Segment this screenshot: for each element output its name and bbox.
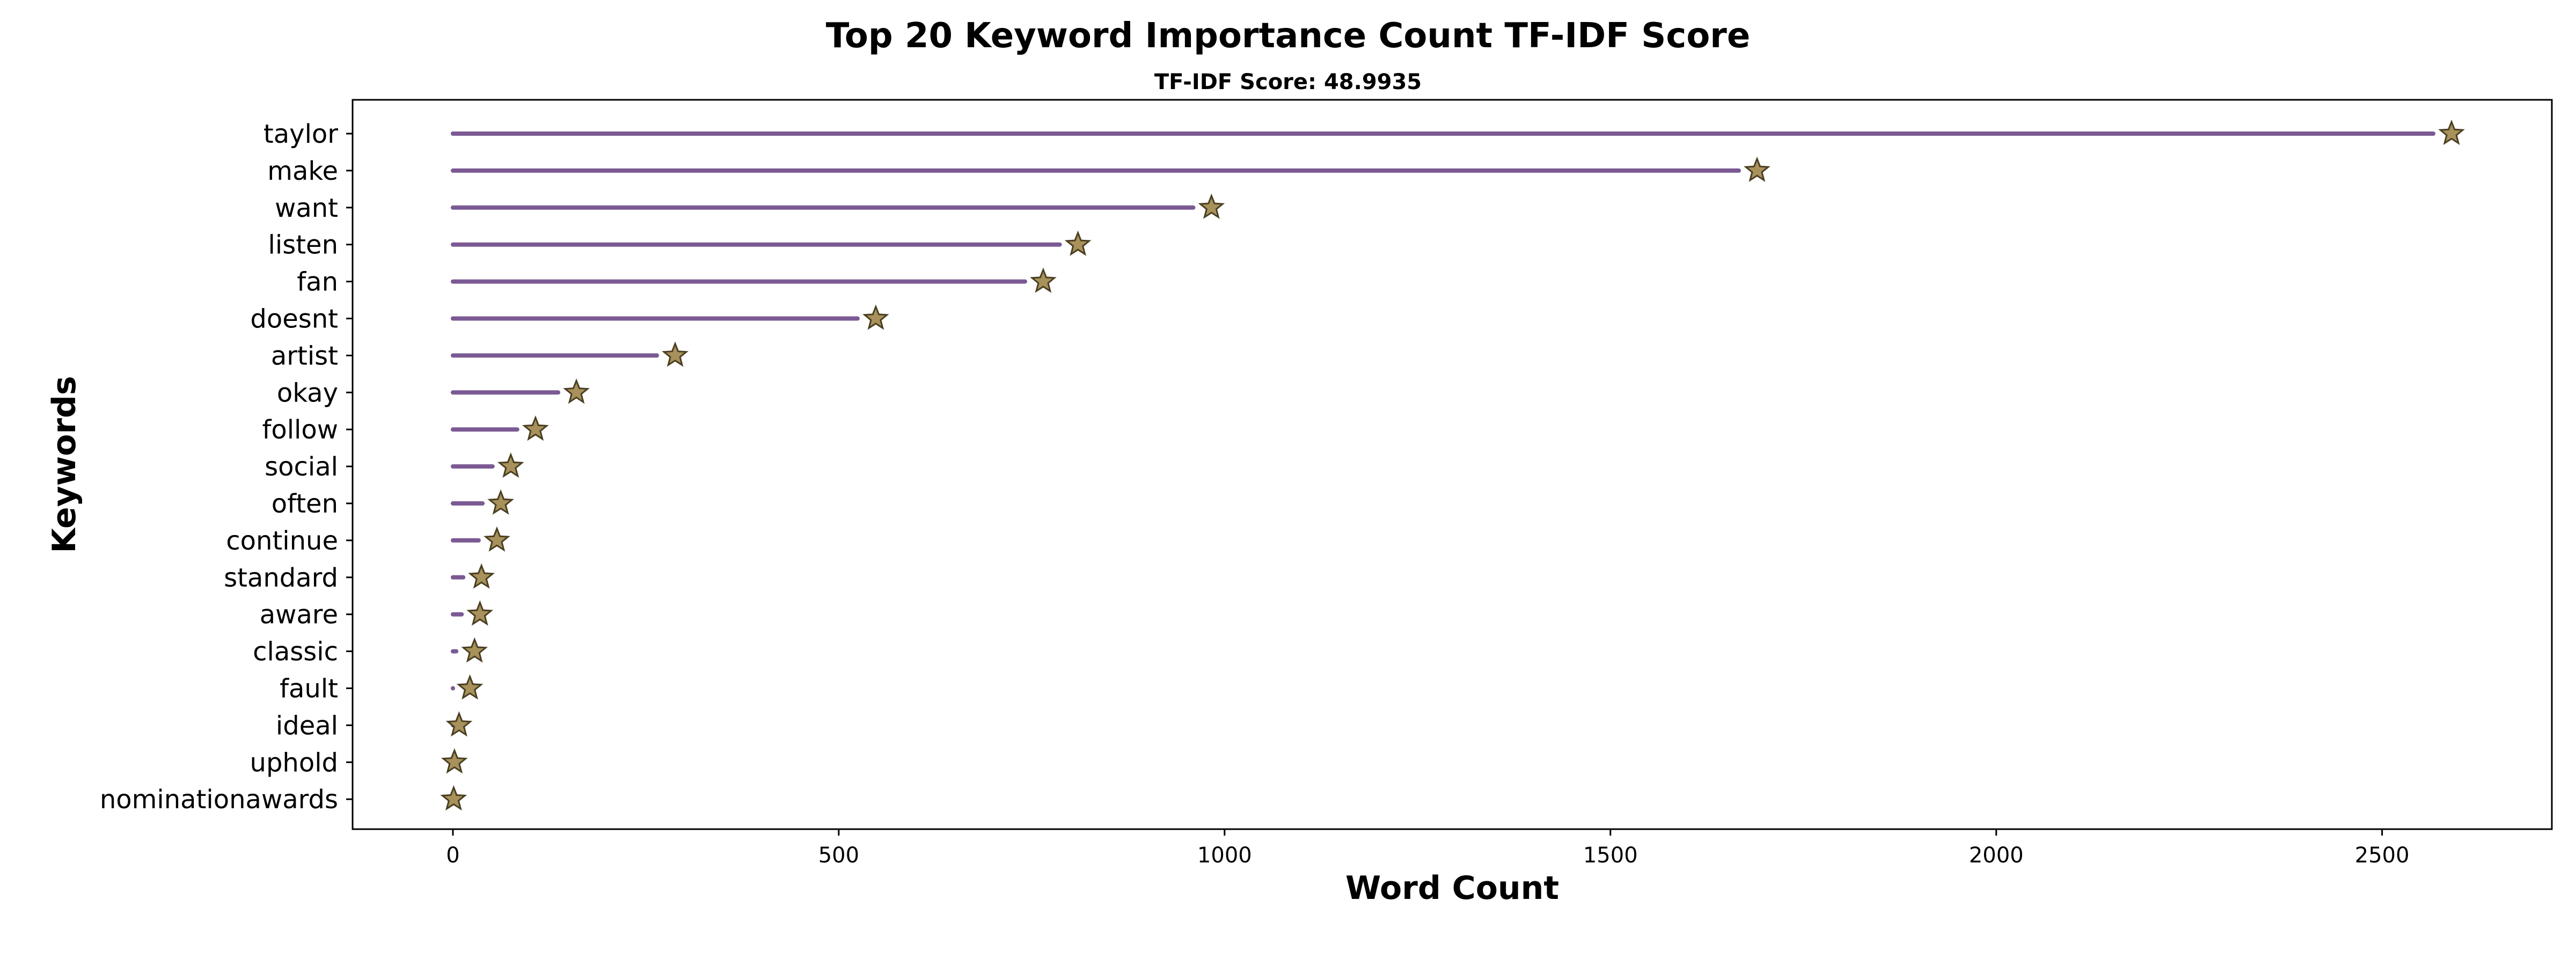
marker-make: [1744, 156, 1770, 182]
marker-fault: [456, 674, 484, 700]
marker-doesnt: [862, 304, 889, 330]
marker-uphold: [441, 748, 468, 774]
x-tick-label-2000: 2000: [1969, 843, 2024, 868]
chart-title: Top 20 Keyword Importance Count TF-IDF S…: [825, 16, 1751, 56]
marker-often: [487, 489, 514, 515]
marker-artist: [662, 341, 689, 367]
marker-classic: [461, 637, 488, 663]
plot-content: [440, 119, 2465, 811]
y-tick-label-often: often: [272, 489, 338, 519]
x-tick-label-2500: 2500: [2355, 843, 2410, 868]
marker-listen: [1064, 230, 1092, 256]
x-tick-label-1000: 1000: [1197, 843, 1252, 868]
y-tick-label-classic: classic: [253, 637, 338, 667]
marker-nominationawards: [440, 785, 467, 811]
marker-okay: [563, 378, 590, 404]
y-tick-label-okay: okay: [277, 378, 338, 408]
marker-continue: [484, 526, 510, 552]
marker-standard: [468, 563, 495, 589]
y-tick-label-listen: listen: [268, 230, 338, 260]
y-tick-label-taylor: taylor: [264, 119, 338, 149]
y-axis-title: Keywords: [46, 376, 83, 553]
y-tick-label-social: social: [265, 452, 338, 482]
y-tick-label-follow: follow: [262, 415, 338, 445]
y-tick-label-nominationawards: nominationawards: [100, 785, 338, 815]
x-tick-label-0: 0: [446, 843, 459, 868]
plot-frame: [352, 99, 2553, 830]
y-tick-label-aware: aware: [260, 600, 338, 630]
marker-aware: [466, 600, 494, 626]
x-tick-label-1500: 1500: [1583, 843, 1638, 868]
y-tick-label-uphold: uphold: [250, 748, 338, 778]
x-tick-label-500: 500: [818, 843, 859, 868]
marker-fan: [1030, 267, 1057, 293]
y-tick-label-standard: standard: [224, 563, 338, 593]
y-axis: taylor make want listen fan doesnt artist okay f…: [100, 119, 353, 815]
x-axis-title: Word Count: [1345, 869, 1559, 907]
marker-ideal: [445, 711, 473, 737]
y-tick-label-doesnt: doesnt: [250, 304, 338, 334]
marker-social: [497, 452, 524, 478]
y-tick-label-fan: fan: [297, 267, 338, 297]
y-tick-label-make: make: [267, 156, 338, 186]
chart-subtitle: TF-IDF Score: 48.9935: [1154, 70, 1422, 94]
y-tick-label-ideal: ideal: [276, 711, 338, 741]
y-tick-label-want: want: [275, 193, 338, 223]
y-tick-label-continue: continue: [226, 526, 338, 556]
y-tick-label-fault: fault: [280, 674, 338, 704]
x-axis: 0 500 1000 1500 2000 2500: [446, 829, 2410, 868]
y-tick-label-artist: artist: [271, 341, 338, 371]
marker-taylor: [2438, 119, 2465, 145]
marker-follow: [522, 415, 549, 441]
marker-want: [1198, 193, 1225, 219]
